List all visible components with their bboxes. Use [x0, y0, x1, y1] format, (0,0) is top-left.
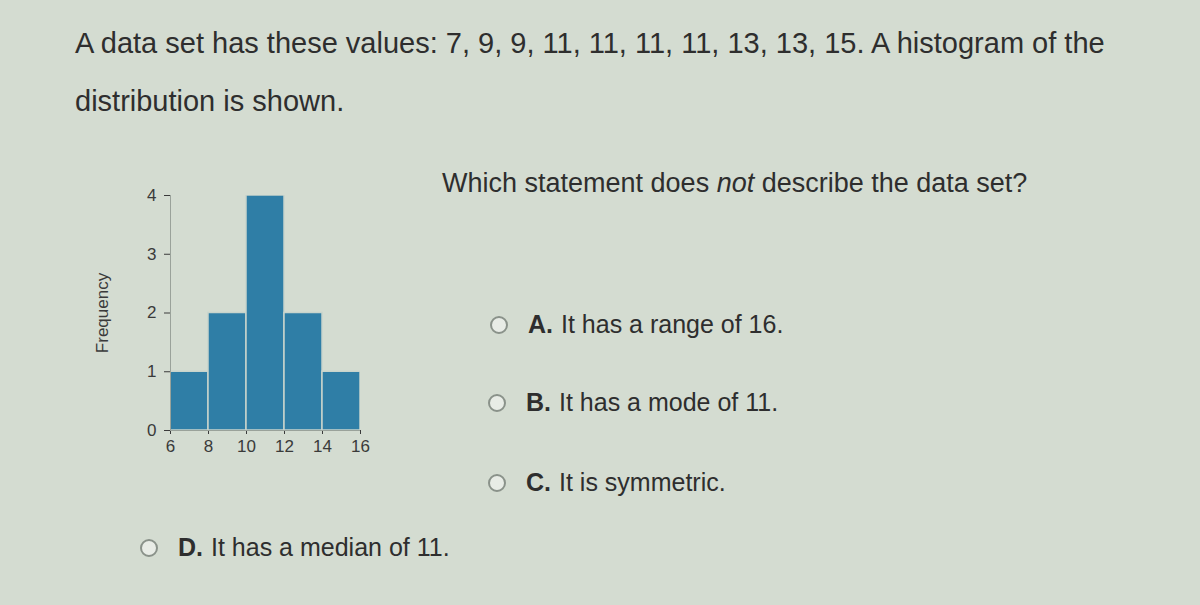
svg-text:14: 14	[313, 437, 332, 456]
svg-text:3: 3	[147, 245, 156, 264]
html-text:D. It has a median of 11.: D. It has a median of 11.	[178, 533, 450, 561]
svg-text:12: 12	[275, 437, 294, 456]
svg-text:4: 4	[147, 186, 156, 205]
svg-text:16: 16	[351, 437, 370, 456]
svg-text:Frequency: Frequency	[93, 272, 112, 353]
html-text:Which statement does not descr: Which statement does not describe the da…	[442, 168, 1028, 198]
html-text:A data set has these values: 7: A data set has these values: 7, 9, 9, 11…	[75, 27, 1105, 117]
svg-text:10: 10	[237, 437, 256, 456]
svg-text:2: 2	[147, 303, 156, 322]
svg-text:1: 1	[147, 362, 156, 381]
svg-text:0: 0	[147, 421, 156, 440]
svg-text:6: 6	[166, 437, 175, 456]
html-text:B. It has a mode of 11.: B. It has a mode of 11.	[526, 388, 779, 416]
html-text:C. It is symmetric.: C. It is symmetric.	[526, 468, 726, 496]
svg-text:8: 8	[204, 437, 213, 456]
html-text:A. It has a range of 16.: A. It has a range of 16.	[528, 310, 784, 338]
